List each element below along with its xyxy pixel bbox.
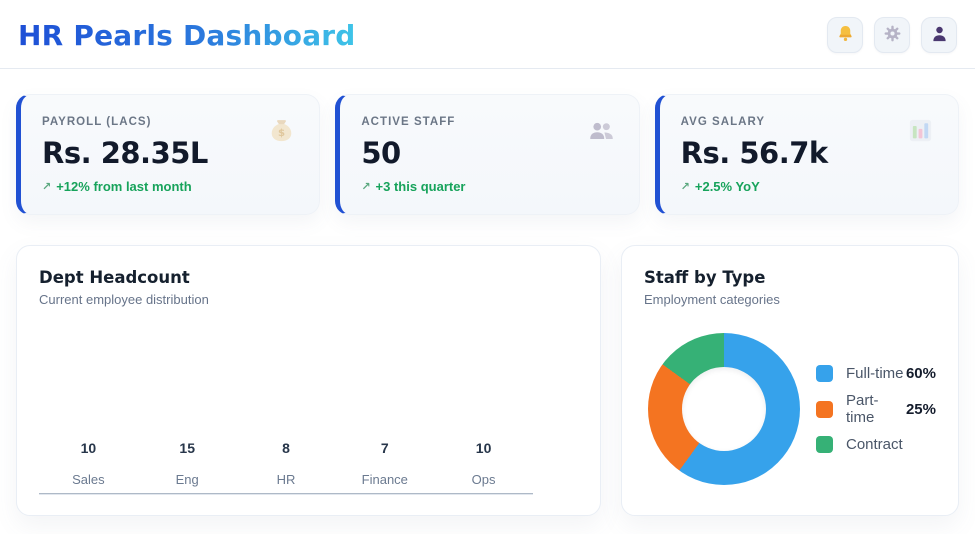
bar-value: 10 [475, 440, 492, 456]
page-title: HR Pearls Dashboard [18, 19, 356, 52]
bell-icon [836, 24, 855, 46]
bar-chart-plot-area [39, 307, 533, 440]
stat-card-avg-salary: AVG SALARY Rs. 56.7k ↗ +2.5% YoY [654, 94, 959, 215]
stat-trend: ↗ +12% from last month [42, 179, 299, 194]
trend-up-icon: ↗ [680, 181, 690, 193]
legend-label: Contract [846, 436, 903, 453]
gear-icon [883, 24, 902, 46]
stat-value: 50 [361, 136, 401, 170]
header-divider [0, 68, 975, 69]
notifications-button[interactable] [827, 17, 863, 53]
chart-subtitle: Employment categories [644, 292, 780, 307]
chart-subtitle: Current employee distribution [39, 292, 209, 307]
stat-trend-text: +12% from last month [56, 179, 192, 194]
legend-item-contract[interactable]: Contract [816, 436, 936, 453]
legend-percent: 25% [905, 400, 936, 418]
chart-title: Staff by Type [644, 268, 766, 287]
user-icon [930, 24, 949, 46]
stat-trend-text: +2.5% YoY [694, 179, 760, 194]
bar-value: 7 [380, 440, 389, 456]
legend-label: Part-time [846, 392, 879, 426]
app-header: HR Pearls Dashboard [0, 0, 975, 68]
bar-chart-icon [907, 117, 934, 149]
stat-value: Rs. 56.7k [680, 136, 829, 170]
stat-card-active-staff: ACTIVE STAFF 50 ↗ +3 this quarter [335, 94, 640, 215]
page-title-secondary: Dashboard [182, 18, 356, 52]
bar-category-label: Ops [471, 472, 496, 487]
legend-item-full-time[interactable]: Full-time 60% [816, 365, 936, 382]
staff-by-type-card: Staff by Type Employment categories Full… [621, 245, 959, 516]
donut-chart-region: Full-time 60% Part-time 25% Contract [644, 333, 936, 485]
bar-category-label: HR [276, 472, 296, 487]
bar-value: 8 [282, 440, 290, 456]
donut-legend: Full-time 60% Part-time 25% Contract [816, 365, 936, 453]
stat-trend: ↗ +3 this quarter [361, 179, 618, 194]
page-title-primary: HR Pearls [18, 18, 174, 52]
legend-swatch-icon [816, 365, 833, 382]
money-bag-icon: $ [268, 117, 295, 149]
settings-button[interactable] [874, 17, 910, 53]
trend-up-icon: ↗ [361, 181, 371, 193]
svg-text:$: $ [278, 128, 285, 139]
profile-button[interactable] [921, 17, 957, 53]
bar-column: 10 Ops [434, 440, 533, 487]
stat-trend-text: +3 this quarter [375, 179, 466, 194]
bar-category-label: Sales [72, 472, 105, 487]
legend-swatch-icon [816, 400, 833, 418]
bar-column: 10 Sales [39, 440, 138, 487]
bar-column: 15 Eng [138, 440, 237, 487]
stat-trend: ↗ +2.5% YoY [681, 179, 938, 194]
bar-columns: 10 Sales 15 Eng 8 HR 7 Finance [39, 440, 533, 487]
people-icon [588, 117, 615, 149]
legend-label: Full-time [846, 365, 904, 382]
stat-label: ACTIVE STAFF [361, 116, 456, 128]
stats-row: PAYROLL (LACS) Rs. 28.35L ↗ +12% from la… [16, 94, 959, 215]
stat-value: Rs. 28.35L [42, 136, 208, 170]
legend-item-part-time[interactable]: Part-time 25% [816, 392, 936, 426]
stat-card-payroll: PAYROLL (LACS) Rs. 28.35L ↗ +12% from la… [16, 94, 321, 215]
dashboard-main: PAYROLL (LACS) Rs. 28.35L ↗ +12% from la… [0, 69, 975, 516]
charts-row: Dept Headcount Current employee distribu… [16, 245, 959, 516]
bar-value: 10 [80, 440, 97, 456]
bar-column: 7 Finance [335, 440, 434, 487]
bar-column: 8 HR [237, 440, 336, 487]
dept-headcount-card: Dept Headcount Current employee distribu… [16, 245, 601, 516]
bar-value: 15 [179, 440, 195, 456]
header-actions [827, 17, 957, 53]
bar-category-label: Finance [361, 472, 408, 487]
donut-hole [682, 367, 766, 451]
legend-percent: 60% [905, 365, 936, 382]
legend-swatch-icon [816, 436, 833, 453]
chart-title: Dept Headcount [39, 268, 190, 287]
dept-headcount-bar-chart[interactable]: 10 Sales 15 Eng 8 HR 7 Finance [39, 307, 533, 495]
stat-label: PAYROLL (LACS) [42, 116, 152, 128]
trend-up-icon: ↗ [42, 181, 52, 193]
bar-category-label: Eng [175, 472, 199, 487]
x-axis-line [39, 493, 533, 495]
stat-label: AVG SALARY [680, 116, 766, 128]
donut-chart[interactable] [648, 333, 800, 485]
